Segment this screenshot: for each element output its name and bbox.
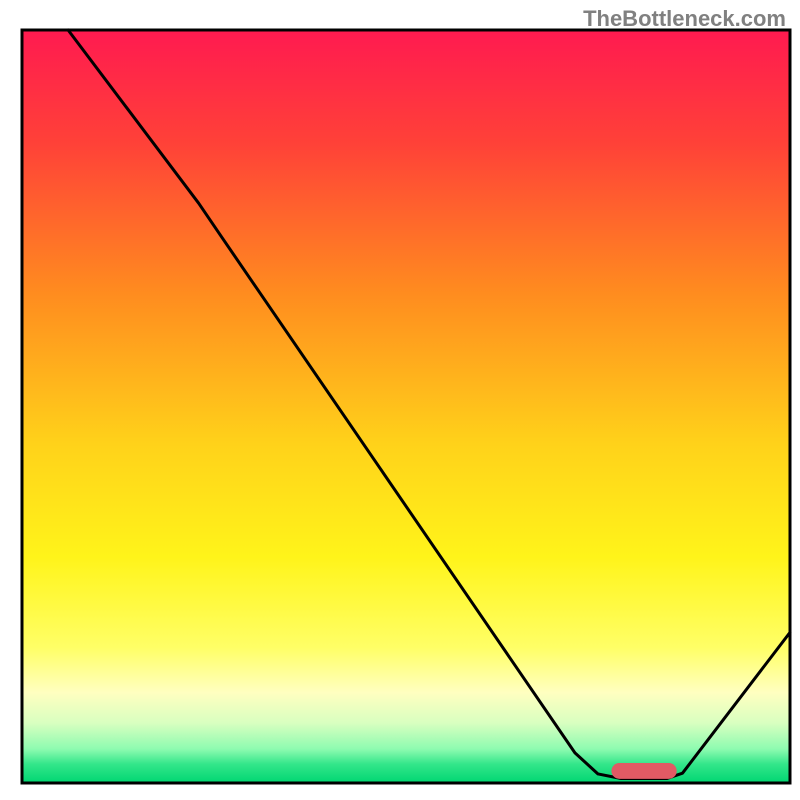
plot-background — [22, 30, 790, 783]
optimum-marker — [611, 763, 676, 779]
watermark-text: TheBottleneck.com — [583, 6, 786, 32]
chart-container: { "watermark": { "text": "TheBottleneck.… — [0, 0, 800, 800]
bottleneck-chart — [0, 0, 800, 800]
